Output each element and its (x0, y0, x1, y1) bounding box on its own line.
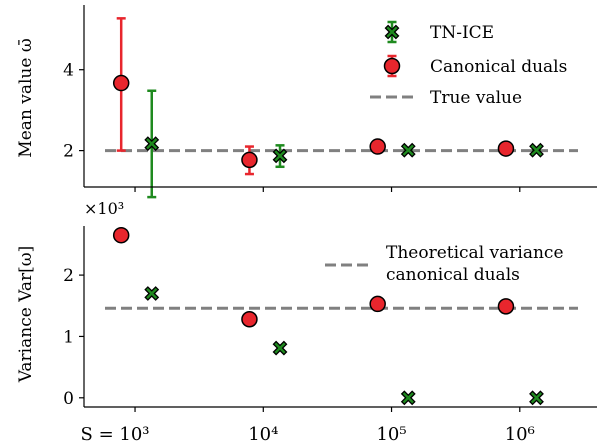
variance-marks-layer (112, 226, 544, 406)
legend-label-2: True value (430, 88, 522, 108)
variance-xtick-label-3: 10⁶ (505, 424, 535, 445)
mean-ytick-label-0: 2 (63, 142, 74, 162)
variance-ytick-label-2: 2 (63, 266, 74, 286)
legend-label-line-2: canonical duals (386, 265, 520, 285)
legend-entry-0: TN-ICE (384, 20, 494, 44)
variance-xtick-label-2: 10⁵ (376, 424, 406, 445)
legend-entry-1: Canonical duals (383, 54, 567, 78)
legend-entry-2: True value (370, 88, 522, 108)
dual-point-2 (369, 295, 386, 313)
variance-xtick-label-1: 10⁴ (248, 424, 278, 445)
variance-panel: 0 1 2 S = 10³ 10⁴ 10⁵ 10⁶ Theoretical variance… (16, 199, 597, 445)
dual-point-0 (112, 74, 130, 92)
legend-label-0: TN-ICE (430, 23, 494, 43)
mean-ylabel: Mean value ω̄ (16, 38, 36, 158)
tn-ice-point-3 (529, 142, 544, 158)
dual-point-1 (241, 151, 258, 169)
mean-axes-layer: 24 (63, 5, 597, 192)
dual-point-2 (369, 138, 386, 155)
dual-point-3 (497, 140, 515, 157)
variance-xtick-label-0: S = 10³ (81, 424, 150, 445)
tn-ice-point-3 (529, 390, 544, 406)
variance-axes-layer: 0 1 2 S = 10³ 10⁴ 10⁵ 10⁶ (63, 226, 597, 445)
variance-ylabel: Variance Var[ω] (16, 246, 36, 384)
dual-point-1 (241, 311, 258, 328)
mean-legend: TN-ICE Canonical duals True value (370, 20, 567, 108)
legend-label-line-1: Theoretical variance (386, 243, 564, 263)
mean-marks-layer (112, 17, 544, 199)
tn-ice-point-0 (144, 136, 160, 152)
tn-ice-point-2 (400, 142, 416, 158)
variance-ytick-label-1: 1 (63, 327, 74, 347)
mean-ytick-label-1: 4 (63, 61, 74, 81)
tn-ice-point-1 (272, 340, 288, 356)
tn-ice-point-0 (144, 286, 160, 301)
dual-point-0 (112, 226, 130, 244)
legend-tn-ice-marker (384, 24, 400, 40)
variance-multiplier: ×10³ (84, 199, 124, 218)
tn-ice-point-2 (400, 390, 416, 406)
legend-label-1: Canonical duals (430, 57, 567, 77)
dual-point-3 (497, 298, 515, 315)
legend-dual-marker (383, 57, 401, 75)
tn-ice-point-1 (272, 148, 288, 164)
variance-ytick-label-0: 0 (63, 389, 74, 409)
